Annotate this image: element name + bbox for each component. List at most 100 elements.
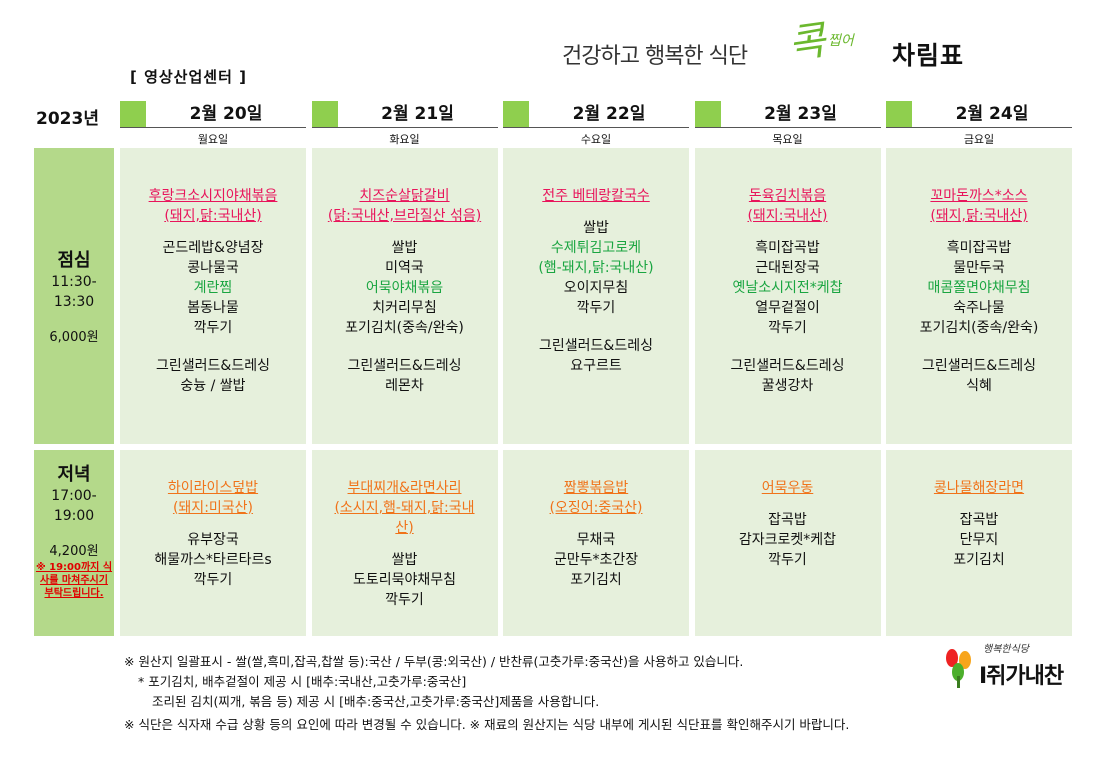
spacer [503, 318, 689, 336]
day-date: 2월 23일 [764, 104, 837, 124]
day-bar: 2월 21일 [311, 101, 498, 128]
day-marker [886, 101, 912, 127]
day-header: 2월 23일 목요일 [694, 101, 881, 147]
menu-item: 깍두기 [768, 552, 807, 568]
menu-item: 그린샐러드&드레싱 [156, 358, 270, 374]
menu-item: 물만두국 [953, 260, 1005, 276]
lunch-menu-cell: 꼬마돈까스*소스 (돼지,닭:국내산) 흑미잡곡밥 물만두국 매콤쫄면야채무침 숙주나물 포… [886, 148, 1072, 444]
menu-item: 도토리묵야채무침 [352, 572, 457, 588]
day-marker [694, 101, 721, 127]
menu-item: 잡곡밥 [768, 512, 807, 528]
lunch-label: 점심 11:30- 13:30 6,000원 [34, 148, 114, 444]
footer-line-2: * 포기김치, 배추겉절이 제공 시 [배추:국내산,고춧가루:중국산] [138, 674, 467, 689]
day-bar: 2월 22일 [503, 101, 689, 128]
footer-line-3: 조리된 김치(찌개, 볶음 등) 제공 시 [배추:중국산,고춧가루:중국산]제… [152, 694, 600, 709]
menu-item: 곤드레밥&양념장 [162, 240, 264, 256]
menu-item: 해물까스*타르타르s [154, 552, 272, 568]
dinner-note: ※ 19:00까지 식사를 마쳐주시기 부탁드립니다. [35, 562, 113, 599]
lunch-menu-cell: 치즈순살닭갈비 (닭:국내산,브라질산 섞음) 쌀밥 미역국 어묵야채볶음 치커리무침 포기… [311, 148, 498, 444]
menu-item: 흑미잡곡밥 [946, 240, 1012, 256]
dinner-main-dish: 하이라이스덮밥 [167, 480, 259, 496]
day-bar: 2월 23일 [694, 101, 881, 128]
menu-item: 계란찜 [193, 280, 233, 296]
menu-item: 요구르트 [570, 358, 622, 374]
day-date: 2월 21일 [381, 104, 454, 124]
spacer [886, 226, 1072, 238]
day-weekday: 금요일 [963, 133, 995, 146]
brand-logo: 행복한식당 I쥐가내찬 [943, 640, 1073, 692]
lunch-menu-cell: 전주 베테랑칼국수 쌀밥 수제튀김고로케 (햄-돼지,닭:국내산) 오이지무침 깍두기 그린… [503, 148, 689, 444]
spacer [695, 338, 881, 356]
dinner-menu-cell: 하이라이스덮밥 (돼지:미국산) 유부장국 해물까스*타르타르s 깍두기 [120, 450, 306, 636]
lunch-meal: 점심 [57, 250, 91, 271]
spacer [312, 538, 498, 550]
menu-item: 그린샐러드&드레싱 [347, 358, 462, 374]
spacer [312, 226, 498, 238]
lunch-main-dish: 전주 베테랑칼국수 [542, 188, 650, 204]
spacer [503, 206, 689, 218]
header-logo-small: 찝어 [828, 33, 854, 49]
footer-line-4: ※ 식단은 식자재 수급 상황 등의 요인에 따라 변경될 수 있습니다. ※ … [124, 717, 850, 732]
dinner-menu-cell: 콩나물해장라면 잡곡밥 단무지 포기김치 [886, 450, 1072, 636]
dinner-menu-cell: 짬뽕볶음밥 (오징어:중국산) 무채국 군만두*초간장 포기김치 [503, 450, 689, 636]
menu-item: 그린샐러드&드레싱 [730, 358, 845, 374]
day-bar: 2월 24일 [886, 101, 1072, 128]
menu-item: 오이지무침 [563, 280, 629, 296]
menu-item: 깍두기 [576, 300, 616, 316]
dinner-main-dish: (오징어:중국산) [549, 500, 643, 516]
dinner-menu-cell: 부대찌개&라면사리 (소시지,햄-돼지,닭:국내 산) 쌀밥 도토리묵야채무침 깍두기 [311, 450, 498, 636]
menu-item: 꿀생강차 [761, 378, 814, 394]
day-header: 2월 20일 월요일 [120, 101, 306, 147]
menu-item: 그린샐러드&드레싱 [922, 358, 1036, 374]
lunch-main-dish: 후랑크소시지야채볶음 [148, 188, 278, 204]
spacer [120, 338, 306, 356]
day-weekday: 월요일 [197, 133, 229, 146]
day-header: 2월 22일 수요일 [503, 101, 689, 147]
lunch-main-dish: 꼬마돈까스*소스 [930, 188, 1028, 204]
menu-item: 열무겉절이 [755, 300, 820, 316]
menu-item: 단무지 [959, 532, 999, 548]
spacer [695, 226, 881, 238]
lunch-main-dish: 치즈순살닭갈비 [359, 188, 450, 204]
lunch-main-dish: 돈육김치볶음 [748, 188, 827, 204]
day-marker [503, 101, 529, 127]
day-weekday: 화요일 [389, 133, 420, 146]
menu-item: 감자크로켓*케찹 [738, 532, 837, 548]
menu-item: 포기김치(중속/완숙) [919, 320, 1039, 336]
brand-tagline: 행복한식당 [983, 644, 1029, 655]
menu-item: 근대된장국 [755, 260, 820, 276]
plant-logo-icon [946, 649, 971, 688]
header-slogan: 건강하고 행복한 식단 [562, 44, 748, 69]
menu-item: 쌀밥 [583, 220, 609, 236]
day-date: 2월 24일 [955, 104, 1029, 124]
lunch-menu-cell: 후랑크소시지야채볶음 (돼지,닭:국내산) 곤드레밥&양념장 콩나물국 계란찜 봄동나물 깍… [120, 148, 306, 444]
menu-item: 포기김치 [570, 572, 622, 588]
year-label: 2023년 [36, 109, 99, 129]
spacer [120, 518, 306, 530]
menu-item: 무채국 [576, 532, 616, 548]
header-title: 차림표 [892, 41, 965, 70]
lunch-main-dish: (돼지:국내산) [747, 208, 828, 224]
menu-item: 그린샐러드&드레싱 [539, 338, 653, 354]
spacer [886, 498, 1072, 510]
dinner-main-dish: 짬뽕볶음밥 [563, 480, 629, 496]
lunch-time-start: 11:30- [51, 274, 97, 290]
day-marker [120, 101, 146, 127]
menu-item: 잡곡밥 [959, 512, 999, 528]
menu-item: 레몬차 [385, 378, 424, 394]
footer-line-1: ※ 원산지 일괄표시 - 쌀(쌀,흑미,잡곡,찹쌀 등):국산 / 두부(콩:외… [124, 654, 744, 669]
spacer [695, 498, 881, 510]
menu-item: 봄동나물 [187, 300, 239, 316]
lunch-menu-cell: 돈육김치볶음 (돼지:국내산) 흑미잡곡밥 근대된장국 옛날소시지전*케찹 열무겉절이 깍두… [694, 148, 881, 444]
lunch-main-dish: (돼지,닭:국내산) [164, 208, 262, 224]
spacer [886, 338, 1072, 356]
day-date: 2월 22일 [572, 104, 646, 124]
dinner-time-end: 19:00 [53, 508, 95, 524]
menu-item: 콩나물국 [187, 260, 239, 276]
dinner-main-dish: (소시지,햄-돼지,닭:국내 [334, 500, 475, 516]
menu-item: 깍두기 [385, 592, 424, 608]
lunch-price: 6,000원 [49, 330, 99, 345]
lunch-main-dish: (닭:국내산,브라질산 섞음) [327, 208, 482, 224]
